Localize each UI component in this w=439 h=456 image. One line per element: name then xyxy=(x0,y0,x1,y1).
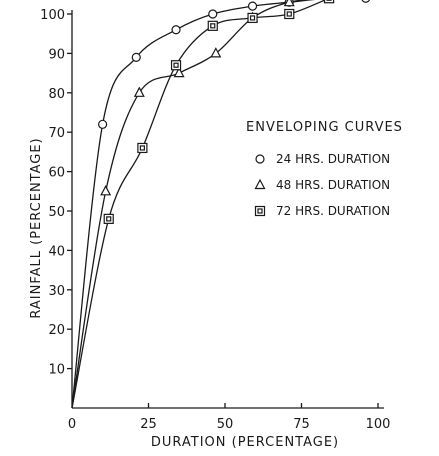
data-point-square xyxy=(284,8,295,20)
data-point-triangle xyxy=(283,0,295,7)
y-tick-label: 100 xyxy=(40,8,65,23)
data-point-square xyxy=(137,142,148,154)
data-point-circle xyxy=(97,119,108,129)
data-point-circle xyxy=(171,25,181,35)
data-point-square xyxy=(103,213,114,224)
data-point-triangle xyxy=(210,47,222,58)
legend: ENVELOPING CURVES 24 HRS. DURATION 48 HRS… xyxy=(246,120,403,218)
axis-ticks: 10 20 30 40 50 60 70 80 90 100 0 25 50 75 100 xyxy=(40,8,390,432)
x-axis-title: DURATION (PERCENTAGE) xyxy=(151,435,339,450)
data-point-square xyxy=(247,12,258,24)
y-tick-label: 20 xyxy=(48,323,65,338)
y-axis-title: RAINFALL (PERCENTAGE) xyxy=(29,137,44,318)
legend-marker-triangle xyxy=(254,178,266,190)
x-tick-label: 50 xyxy=(217,417,234,432)
x-tick-label: 0 xyxy=(68,417,76,432)
x-tick-label: 100 xyxy=(366,417,391,432)
y-tick-label: 90 xyxy=(48,47,65,62)
y-tick-label: 40 xyxy=(48,244,65,259)
y-tick-label: 30 xyxy=(48,284,65,299)
y-tick-label: 70 xyxy=(48,126,65,141)
data-point-circle xyxy=(208,9,218,19)
data-point-square xyxy=(207,20,218,31)
data-point-square xyxy=(170,60,182,71)
y-tick-label: 50 xyxy=(48,205,65,220)
y-tick-label: 80 xyxy=(48,87,65,102)
x-tick-label: 25 xyxy=(140,417,157,432)
data-point-triangle xyxy=(100,185,112,196)
data-point-circle xyxy=(131,52,141,62)
data-point-circle xyxy=(247,1,258,11)
legend-items: 24 HRS. DURATION 48 HRS. DURATION 72 HRS. … xyxy=(254,152,390,218)
y-tick-label: 10 xyxy=(48,363,65,378)
legend-label: 24 HRS. DURATION xyxy=(276,152,390,166)
data-point-circle xyxy=(361,0,371,3)
legend-title: ENVELOPING CURVES xyxy=(246,120,403,135)
series-markers xyxy=(97,0,371,224)
data-point-triangle xyxy=(173,66,185,78)
data-point-triangle xyxy=(133,86,145,97)
data-point-square xyxy=(323,0,335,4)
legend-marker-circle xyxy=(255,154,265,164)
plot-area: 10 20 30 40 50 60 70 80 90 100 0 25 50 75 100 xyxy=(40,0,390,432)
legend-label: 48 HRS. DURATION xyxy=(276,178,390,192)
x-tick-label: 75 xyxy=(293,417,310,432)
y-tick-label: 60 xyxy=(48,166,65,181)
legend-label: 72 HRS. DURATION xyxy=(276,204,390,218)
legend-marker-square xyxy=(254,205,266,217)
